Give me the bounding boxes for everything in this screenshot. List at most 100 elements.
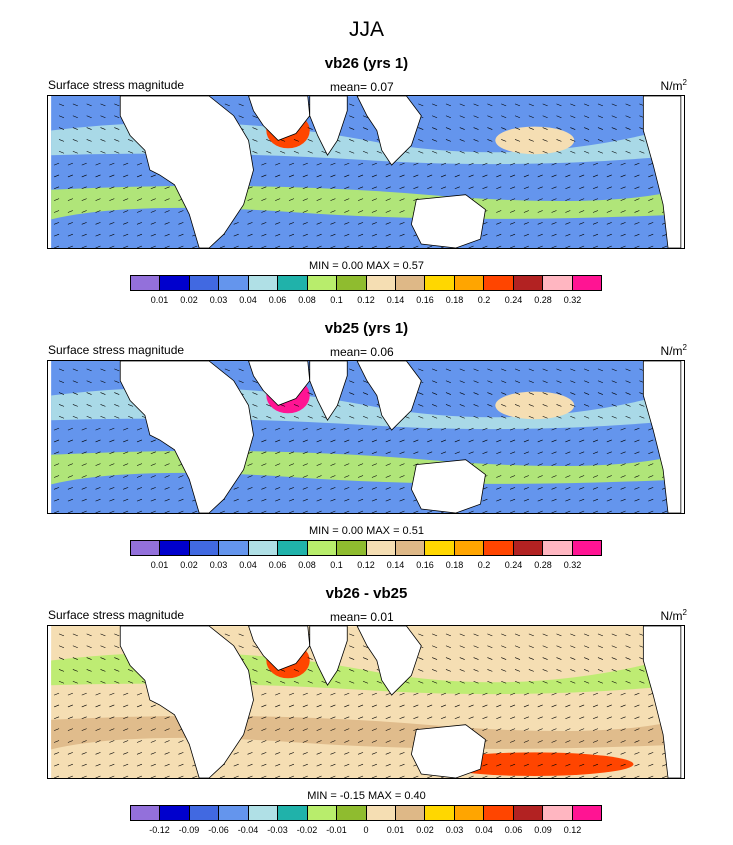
legend-swatch <box>543 276 573 290</box>
legend-tick-label: 0.12 <box>357 560 375 570</box>
field-region <box>495 126 575 155</box>
legend-tick-label: 0.01 <box>386 825 405 835</box>
landmass <box>248 626 311 671</box>
legend-swatch <box>484 276 514 290</box>
color-legend <box>130 275 602 291</box>
legend-swatch <box>425 276 455 290</box>
legend-swatch <box>278 806 308 820</box>
landmass <box>410 459 486 513</box>
landmass <box>309 96 348 157</box>
contour-map <box>47 360 685 514</box>
legend-swatch <box>307 276 338 290</box>
legend-tick-label: -0.03 <box>267 825 288 835</box>
variable-label: Surface stress magnitude <box>48 78 185 92</box>
legend-tick-label: 0.08 <box>298 560 316 570</box>
map-panel: vb26 (yrs 1) Surface stress magnitude mean… <box>0 55 733 315</box>
legend-swatch <box>219 806 249 820</box>
legend-swatch <box>454 806 485 820</box>
field-region <box>495 391 575 420</box>
landmass <box>356 361 422 431</box>
legend-tick-label: 0.12 <box>357 295 375 305</box>
legend-swatch <box>160 276 190 290</box>
legend-swatch <box>513 276 544 290</box>
legend-tick-label: 0.14 <box>386 295 405 305</box>
landmass <box>642 626 682 778</box>
min-max-label: MIN = 0.00 MAX = 0.57 <box>309 260 424 272</box>
landmass <box>356 626 422 696</box>
legend-swatch <box>160 806 190 820</box>
legend-swatch <box>572 806 601 820</box>
legend-swatch <box>219 276 249 290</box>
units-label: N/m2 <box>660 343 687 358</box>
legend-swatch <box>572 541 601 555</box>
legend-swatch <box>307 806 338 820</box>
map-panel: vb25 (yrs 1) Surface stress magnitude mean… <box>0 320 733 580</box>
legend-swatch <box>425 541 455 555</box>
legend-swatch <box>131 806 161 820</box>
legend-tick-label: 0.16 <box>416 295 434 305</box>
mean-value: mean= 0.01 <box>330 610 394 624</box>
legend-swatch <box>337 276 367 290</box>
legend-tick-label: 0.18 <box>445 560 464 570</box>
legend-tick-label: 0.06 <box>504 825 523 835</box>
legend-tick-label: 0.03 <box>209 560 228 570</box>
legend-swatch <box>454 541 485 555</box>
landmass <box>642 361 682 513</box>
legend-swatch <box>513 541 544 555</box>
landmass <box>309 361 348 422</box>
legend-tick-label: 0.09 <box>534 825 552 835</box>
legend-tick-label: 0.18 <box>445 295 464 305</box>
variable-label: Surface stress magnitude <box>48 343 185 357</box>
legend-tick-label: 0.14 <box>386 560 405 570</box>
legend-swatch <box>131 541 161 555</box>
legend-swatch <box>278 276 308 290</box>
map-panel: vb26 - vb25 Surface stress magnitude mean=… <box>0 585 733 845</box>
legend-swatch <box>484 806 514 820</box>
legend-tick-label: 0.28 <box>534 295 552 305</box>
color-legend <box>130 805 602 821</box>
legend-tick-label: 0.32 <box>563 295 582 305</box>
legend-tick-label: 0.01 <box>150 295 169 305</box>
color-legend <box>130 540 602 556</box>
legend-tick-label: 0.1 <box>330 560 343 570</box>
mean-value: mean= 0.06 <box>330 345 394 359</box>
legend-tick-label: 0.03 <box>445 825 464 835</box>
legend-tick-label: 0.02 <box>416 825 434 835</box>
legend-tick-label: 0.28 <box>534 560 552 570</box>
legend-tick-label: 0.06 <box>268 295 287 305</box>
legend-swatch <box>366 806 396 820</box>
legend-swatch <box>454 276 485 290</box>
figure-title: JJA <box>348 18 384 41</box>
legend-tick-label: 0.01 <box>150 560 169 570</box>
legend-tick-label: -0.09 <box>178 825 200 835</box>
landmass <box>119 361 254 513</box>
legend-tick-label: 0.03 <box>209 295 228 305</box>
legend-tick-label: -0.01 <box>326 825 347 835</box>
legend-tick-label: 0.02 <box>180 295 198 305</box>
legend-swatch <box>543 806 573 820</box>
legend-swatch <box>278 541 308 555</box>
legend-swatch <box>513 806 544 820</box>
legend-swatch <box>131 276 161 290</box>
legend-tick-label: 0.04 <box>475 825 493 835</box>
legend-tick-label: 0.2 <box>477 560 491 570</box>
landmass <box>119 626 254 778</box>
legend-tick-label: -0.12 <box>149 825 170 835</box>
legend-swatch <box>395 541 426 555</box>
legend-swatch <box>543 541 573 555</box>
legend-swatch <box>189 806 220 820</box>
units-label: N/m2 <box>660 608 687 623</box>
legend-tick-label: -0.04 <box>237 825 259 835</box>
legend-swatch <box>572 276 601 290</box>
legend-tick-label: 0 <box>363 825 369 835</box>
legend-tick-label: 0.2 <box>477 295 491 305</box>
legend-tick-label: 0.04 <box>239 295 257 305</box>
mean-value: mean= 0.07 <box>330 80 394 94</box>
legend-swatch <box>307 541 338 555</box>
units-label: N/m2 <box>660 78 687 93</box>
panel-title: vb25 (yrs 1) <box>324 320 409 337</box>
legend-swatch <box>425 806 455 820</box>
legend-swatch <box>219 541 249 555</box>
legend-swatch <box>189 276 220 290</box>
legend-swatch <box>395 806 426 820</box>
